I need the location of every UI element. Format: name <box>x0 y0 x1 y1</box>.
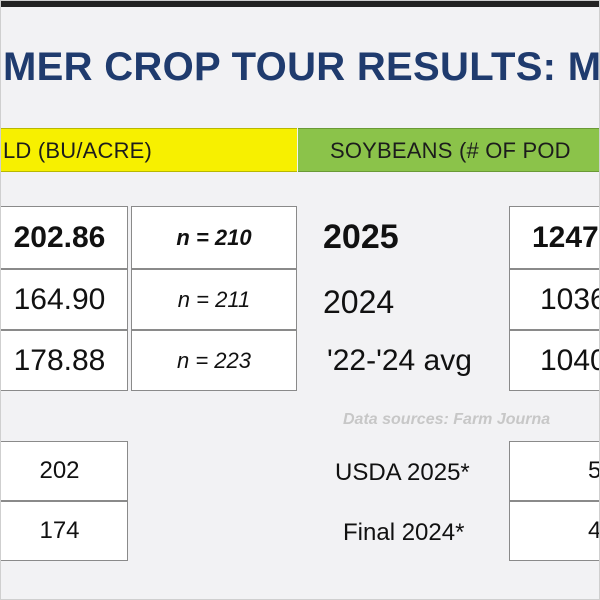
page-title: MER CROP TOUR RESULTS: MI <box>3 45 600 89</box>
year-label-2025: 2025 <box>323 218 399 256</box>
top-border <box>1 1 599 7</box>
corn-sample-2025: n = 210 <box>131 206 297 269</box>
corn-yield-avg: 178.88 <box>1 330 128 391</box>
soy-pods-2024: 1036 <box>509 269 599 330</box>
usda-corn-2025: 202 <box>1 441 128 501</box>
final-2024-label: Final 2024* <box>343 519 465 546</box>
corn-yield-2025: 202.86 <box>1 206 128 269</box>
usda-soy-2025: 5 <box>509 441 599 501</box>
corn-sample-avg: n = 223 <box>131 330 297 391</box>
corn-header-label: LD (BU/ACRE) <box>3 138 153 163</box>
corn-yield-2024: 164.90 <box>1 269 128 330</box>
usda-corn-final-2024: 174 <box>1 501 128 561</box>
soybeans-header-label: SOYBEANS (# OF POD <box>330 138 571 163</box>
year-label-2024: 2024 <box>323 284 395 320</box>
soy-pods-2025: 1247 <box>509 206 599 269</box>
usda-soy-final-2024: 4 <box>509 501 599 561</box>
corn-header-band: LD (BU/ACRE) <box>1 128 297 172</box>
soybeans-header-band: SOYBEANS (# OF POD <box>298 128 599 172</box>
corn-sample-2024: n = 211 <box>131 269 297 330</box>
data-source-note: Data sources: Farm Journa <box>343 411 551 428</box>
soy-pods-avg: 1040 <box>509 330 599 391</box>
usda-2025-label: USDA 2025* <box>335 459 470 486</box>
year-label-avg: '22-'24 avg <box>327 344 472 377</box>
